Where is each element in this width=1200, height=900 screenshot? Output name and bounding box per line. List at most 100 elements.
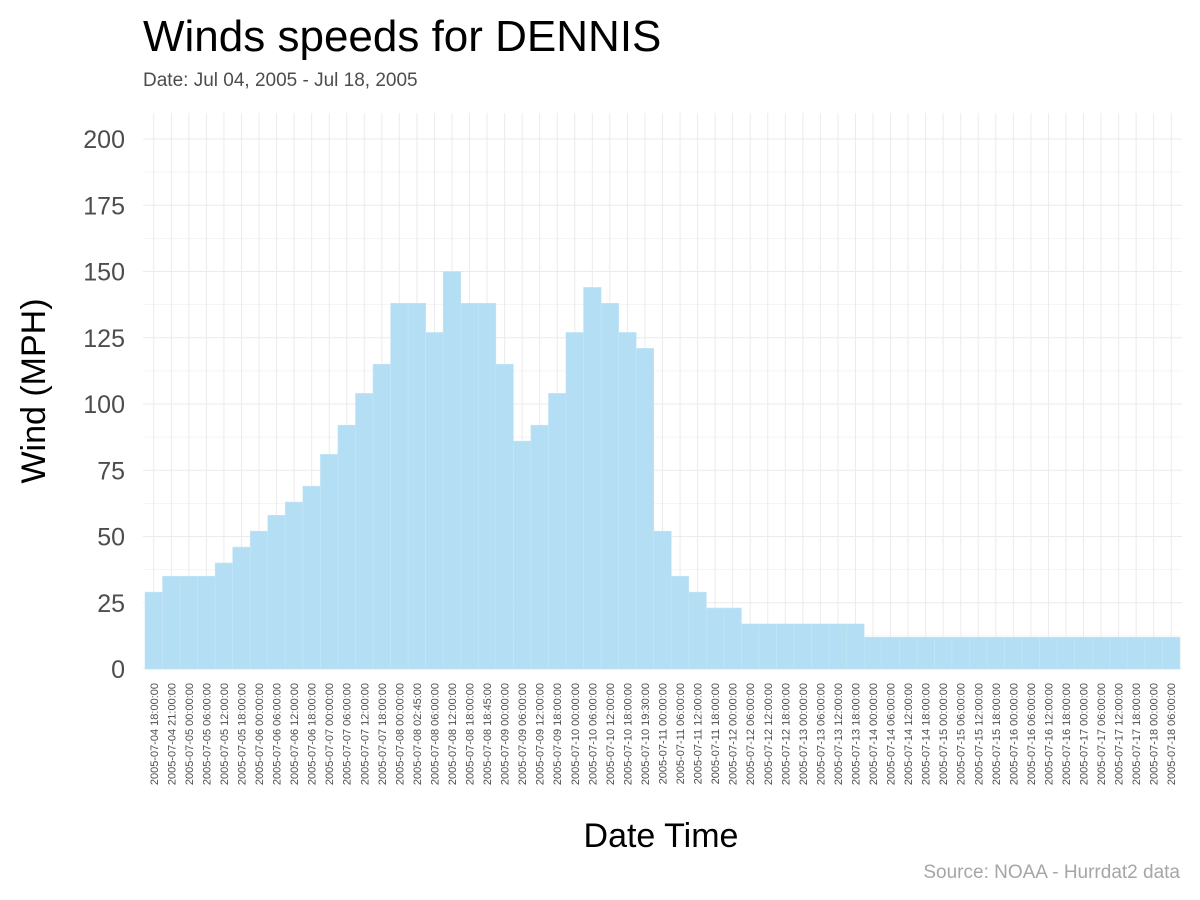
- bar: [548, 393, 567, 670]
- bar: [495, 363, 514, 670]
- bar: [407, 302, 426, 670]
- bar: [951, 636, 970, 670]
- x-tick-label: 2005-07-16 00:00:00: [1008, 683, 1020, 785]
- x-tick-label: 2005-07-06 00:00:00: [254, 683, 266, 785]
- chart-title: Winds speeds for DENNIS: [143, 12, 662, 61]
- bar: [653, 530, 672, 670]
- x-tick-label: 2005-07-14 18:00:00: [921, 683, 933, 785]
- x-tick-label: 2005-07-14 12:00:00: [903, 683, 915, 785]
- bar: [635, 348, 655, 670]
- bar: [530, 424, 549, 670]
- x-tick-label: 2005-07-11 12:00:00: [693, 683, 705, 784]
- bar: [881, 636, 900, 670]
- x-tick-label: 2005-07-08 18:45:00: [482, 683, 494, 785]
- x-tick-label: 2005-07-17 06:00:00: [1096, 683, 1108, 785]
- y-axis-ticks: 0 25 50 75 100 125 150 175 200: [83, 126, 125, 684]
- y-tick-label: 100: [83, 391, 125, 419]
- source-caption: Source: NOAA - Hurrdat2 data: [923, 862, 1180, 883]
- x-tick-label: 2005-07-11 00:00:00: [658, 683, 670, 784]
- y-tick-label: 0: [111, 656, 125, 684]
- bar: [179, 575, 198, 670]
- x-tick-label: 2005-07-17 00:00:00: [1079, 683, 1091, 785]
- x-tick-label: 2005-07-09 12:00:00: [535, 683, 547, 785]
- bar: [688, 591, 707, 670]
- x-tick-label: 2005-07-08 06:00:00: [429, 683, 441, 785]
- x-tick-label: 2005-07-11 18:00:00: [710, 683, 722, 784]
- x-tick-label: 2005-07-18 06:00:00: [1166, 683, 1178, 785]
- bar: [302, 485, 321, 670]
- bar: [934, 636, 953, 670]
- bar: [1127, 636, 1146, 670]
- x-tick-label: 2005-07-07 18:00:00: [377, 683, 389, 785]
- x-tick-label: 2005-07-07 12:00:00: [359, 683, 371, 785]
- x-tick-label: 2005-07-12 06:00:00: [745, 683, 757, 785]
- bar: [793, 623, 812, 670]
- x-axis-title: Date Time: [584, 817, 739, 855]
- bar: [337, 424, 356, 670]
- x-tick-label: 2005-07-08 00:00:00: [394, 683, 406, 785]
- bar: [1004, 636, 1023, 670]
- y-tick-label: 25: [97, 590, 125, 618]
- bar: [1091, 636, 1111, 670]
- bar: [372, 363, 391, 670]
- x-tick-label: 2005-07-06 12:00:00: [289, 683, 301, 785]
- x-tick-label: 2005-07-08 12:00:00: [447, 683, 459, 785]
- bar: [267, 514, 286, 670]
- bar: [618, 332, 637, 670]
- chart-subtitle: Date: Jul 04, 2005 - Jul 18, 2005: [143, 70, 418, 91]
- x-tick-label: 2005-07-18 00:00:00: [1149, 683, 1161, 785]
- x-tick-label: 2005-07-06 18:00:00: [307, 683, 319, 785]
- bar: [846, 623, 865, 670]
- x-tick-label: 2005-07-16 06:00:00: [1026, 683, 1038, 785]
- x-tick-label: 2005-07-17 12:00:00: [1114, 683, 1126, 785]
- bar: [741, 623, 760, 670]
- bar: [478, 302, 497, 670]
- bar: [583, 287, 602, 670]
- bar: [986, 636, 1005, 670]
- x-tick-label: 2005-07-17 18:00:00: [1131, 683, 1143, 785]
- bar: [916, 636, 935, 670]
- x-tick-label: 2005-07-13 06:00:00: [815, 683, 827, 785]
- bar: [232, 546, 251, 670]
- x-tick-label: 2005-07-11 06:00:00: [675, 683, 687, 784]
- x-tick-label: 2005-07-15 06:00:00: [956, 683, 968, 785]
- x-tick-label: 2005-07-12 18:00:00: [780, 683, 792, 785]
- bar: [670, 575, 690, 670]
- bar: [899, 636, 918, 670]
- bar: [320, 454, 339, 670]
- bar: [390, 302, 409, 670]
- x-tick-label: 2005-07-05 12:00:00: [219, 683, 231, 785]
- bar: [811, 623, 830, 670]
- x-tick-label: 2005-07-04 21:00:00: [166, 683, 178, 785]
- x-tick-label: 2005-07-14 00:00:00: [868, 683, 880, 785]
- x-tick-label: 2005-07-06 06:00:00: [272, 683, 284, 785]
- bar: [1021, 636, 1040, 670]
- bar: [969, 636, 988, 670]
- x-tick-label: 2005-07-16 12:00:00: [1043, 683, 1055, 785]
- y-tick-label: 75: [97, 457, 125, 485]
- bar: [1109, 636, 1128, 670]
- x-tick-label: 2005-07-09 00:00:00: [500, 683, 512, 785]
- bar: [1074, 636, 1093, 670]
- bar-series: [144, 271, 1181, 670]
- bar: [828, 623, 847, 670]
- y-axis-title: Wind (MPH): [15, 298, 53, 483]
- bar: [425, 332, 444, 670]
- x-tick-label: 2005-07-10 00:00:00: [570, 683, 582, 785]
- x-tick-label: 2005-07-15 18:00:00: [991, 683, 1003, 785]
- bar: [863, 636, 883, 670]
- bar: [513, 440, 532, 670]
- y-tick-label: 50: [97, 524, 125, 552]
- x-tick-label: 2005-07-12 12:00:00: [763, 683, 775, 785]
- bar: [1162, 636, 1181, 670]
- bar: [1056, 636, 1076, 670]
- x-tick-label: 2005-07-15 12:00:00: [973, 683, 985, 785]
- bar: [1144, 636, 1163, 670]
- x-tick-label: 2005-07-05 18:00:00: [236, 683, 248, 785]
- x-tick-label: 2005-07-10 12:00:00: [605, 683, 617, 785]
- x-tick-label: 2005-07-15 00:00:00: [938, 683, 950, 785]
- x-tick-label: 2005-07-13 18:00:00: [850, 683, 862, 785]
- bar: [355, 393, 374, 670]
- bar: [442, 271, 462, 670]
